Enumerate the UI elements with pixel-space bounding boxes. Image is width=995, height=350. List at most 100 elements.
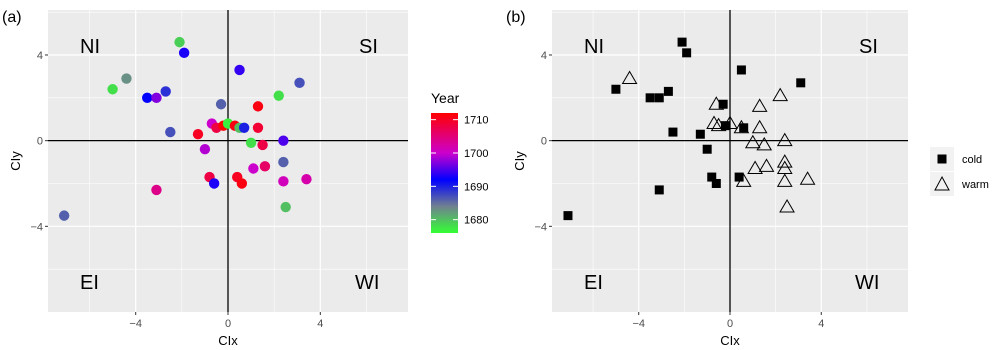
y-tick-label: 4 xyxy=(541,50,547,62)
panel-b-points xyxy=(563,37,816,221)
data-point xyxy=(178,47,190,59)
year-colorbar: Year 1680 1690 1700 1710 xyxy=(431,90,488,233)
data-point-cold xyxy=(707,172,717,182)
panel-a-x-ticks: −4 0 4 xyxy=(129,312,323,330)
x-tick-label: −4 xyxy=(632,318,645,330)
panel-b-label: (b) xyxy=(506,9,526,26)
data-point xyxy=(238,122,250,134)
data-point xyxy=(215,99,227,110)
quadrant-label-ei: EI xyxy=(584,272,603,294)
x-tick-label: −4 xyxy=(129,318,142,330)
data-point-warm xyxy=(779,199,795,213)
panel-b-axes xyxy=(552,10,908,312)
quadrant-label-ni: NI xyxy=(80,36,100,58)
panel-b-quadrant-labels: NI SI EI WI xyxy=(584,36,879,294)
quadrant-label-ei: EI xyxy=(80,272,99,294)
panel-b-y-axis-label: CIy xyxy=(512,151,527,171)
panel-a-y-ticks: −4 0 4 xyxy=(30,50,48,233)
y-tick-label: −4 xyxy=(30,221,43,233)
data-point xyxy=(248,163,259,174)
data-point-cold xyxy=(645,93,655,103)
shape-legend: cold warm xyxy=(930,147,989,196)
data-point-warm xyxy=(776,154,793,168)
data-point-warm xyxy=(751,119,768,134)
data-point xyxy=(142,92,153,104)
data-point-cold xyxy=(720,121,730,131)
colorbar-tick-label: 1710 xyxy=(464,115,488,127)
data-point xyxy=(174,36,185,48)
data-point xyxy=(236,178,248,189)
data-point xyxy=(107,84,118,95)
data-point-cold xyxy=(654,185,664,195)
panel-a-label: (a) xyxy=(2,9,22,26)
quadrant-label-wi: WI xyxy=(855,272,879,294)
data-point-cold xyxy=(711,178,721,188)
data-point-cold xyxy=(702,144,712,154)
data-point-cold xyxy=(734,172,744,182)
colorbar-title: Year xyxy=(431,90,460,106)
panel-a-quadrant-labels: NI SI EI WI xyxy=(80,36,379,294)
data-point-cold xyxy=(718,99,728,109)
data-point-cold xyxy=(654,93,664,103)
data-point-warm xyxy=(621,70,638,85)
data-point-cold xyxy=(796,78,806,88)
data-point-warm xyxy=(708,96,725,110)
panel-a-y-axis-label: CIy xyxy=(8,151,23,171)
data-point-warm xyxy=(733,119,750,134)
data-point-cold xyxy=(739,123,749,133)
data-point-warm xyxy=(710,117,727,132)
data-point xyxy=(245,137,257,148)
data-point xyxy=(278,135,289,146)
data-point xyxy=(273,90,284,101)
data-point-warm xyxy=(756,136,773,151)
y-tick-label: 0 xyxy=(37,136,43,148)
data-point xyxy=(278,156,289,168)
panel-b-x-axis-label: CIx xyxy=(720,333,740,348)
panel-b-x-ticks: −4 0 4 xyxy=(632,312,824,330)
data-point-warm xyxy=(776,173,793,187)
data-point-warm xyxy=(747,160,763,174)
data-point xyxy=(234,64,245,76)
y-tick-label: 4 xyxy=(37,50,43,62)
legend-warm-label: warm xyxy=(961,179,989,191)
legend-cold-label: cold xyxy=(962,154,982,166)
quadrant-label-si: SI xyxy=(859,36,878,58)
data-point-warm xyxy=(751,98,768,112)
x-tick-label: 0 xyxy=(727,318,733,330)
x-tick-label: 4 xyxy=(317,318,323,330)
panel-a-points xyxy=(58,36,312,221)
panel-b: (b) NI SI EI WI −4 0 4 −4 0 4 CIx CIy xyxy=(506,9,908,348)
panel-a: (a) NI SI EI WI −4 0 4 −4 0 4 CIx CIy xyxy=(2,9,408,348)
data-point xyxy=(252,101,264,112)
colorbar-tick-label: 1700 xyxy=(464,148,488,160)
data-point-cold xyxy=(736,65,746,75)
data-point-cold xyxy=(611,84,621,94)
panel-a-x-axis-label: CIx xyxy=(218,333,238,348)
legend-cold-square-icon xyxy=(937,154,947,164)
data-point-warm xyxy=(758,158,775,172)
colorbar-ticks: 1680 1690 1700 1710 xyxy=(431,115,488,227)
data-point-warm xyxy=(776,132,793,147)
y-tick-label: 0 xyxy=(541,136,547,148)
data-point-warm xyxy=(744,134,761,149)
data-point xyxy=(259,161,271,172)
quadrant-label-ni: NI xyxy=(584,36,604,58)
data-point xyxy=(199,144,211,155)
legend-warm-key-bg xyxy=(930,172,954,196)
data-point xyxy=(165,126,176,138)
data-point-cold xyxy=(695,129,705,139)
data-point-cold xyxy=(677,37,687,47)
quadrant-label-wi: WI xyxy=(355,272,379,294)
legend-warm-triangle-icon xyxy=(934,175,950,191)
y-tick-label: −4 xyxy=(534,221,547,233)
data-point xyxy=(160,86,171,97)
data-point-warm xyxy=(772,87,789,102)
colorbar-tick-label: 1690 xyxy=(464,181,488,193)
data-point xyxy=(121,73,132,84)
data-point xyxy=(257,139,268,151)
data-point-warm xyxy=(799,171,816,185)
data-point xyxy=(280,201,291,213)
data-point xyxy=(151,184,162,196)
data-point-cold xyxy=(563,211,573,221)
